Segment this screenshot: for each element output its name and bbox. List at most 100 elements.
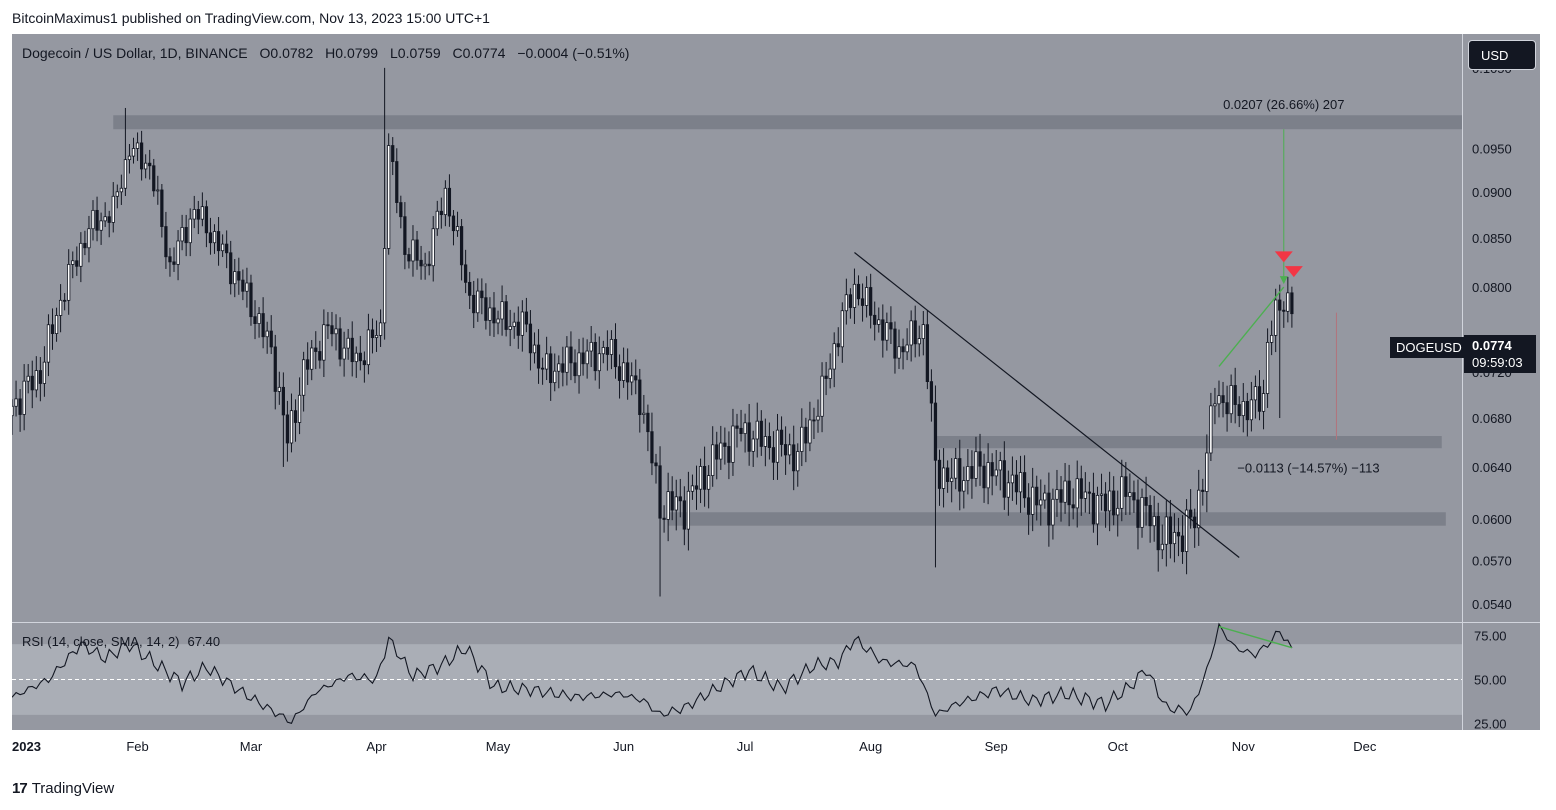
rsi-divergence-line — [1218, 625, 1293, 649]
candle-body — [1120, 476, 1124, 509]
candle-body — [925, 324, 929, 383]
candle-body — [326, 324, 330, 327]
candle-body — [18, 398, 22, 415]
candle-body — [1099, 493, 1104, 496]
price-tick-label: 0.0600 — [1472, 512, 1512, 527]
candle-body — [869, 287, 873, 316]
candle-body — [484, 297, 488, 321]
descending-trendline — [854, 252, 1240, 558]
candle-body — [970, 466, 974, 479]
chart-canvas[interactable]: 0.0207 (26.66%) 207 −0.0113 (−14.57%) −11… — [12, 34, 1540, 766]
candle-body — [314, 347, 318, 352]
candle-body — [1237, 404, 1241, 417]
candle-body — [407, 254, 411, 262]
candle-body — [83, 242, 87, 249]
candle-body — [168, 256, 172, 263]
candle-body — [941, 467, 946, 489]
candle-body — [735, 425, 739, 429]
candle-body — [208, 232, 213, 244]
candle-body — [160, 189, 164, 227]
close-value: 0.0774 — [462, 45, 506, 61]
candle-body — [71, 260, 75, 265]
candle-body — [840, 310, 844, 348]
low-label: L — [389, 45, 398, 61]
candle-body — [322, 324, 326, 361]
candle-body — [885, 322, 889, 341]
candle-body — [998, 460, 1002, 471]
candle-body — [909, 320, 913, 346]
chart-frame[interactable]: 0.0207 (26.66%) 207 −0.0113 (−14.57%) −11… — [12, 34, 1540, 766]
candle-body — [455, 226, 460, 232]
candle-body — [1180, 535, 1185, 552]
candle-body — [123, 159, 128, 189]
candle-body — [1278, 299, 1282, 311]
candle-body — [1176, 531, 1181, 537]
candle-body — [759, 420, 763, 447]
time-tick-label: Nov — [1232, 739, 1256, 754]
price-tick-label: 0.0950 — [1472, 142, 1512, 157]
candle-body — [318, 351, 322, 361]
candle-body — [711, 444, 715, 477]
candle-body — [561, 363, 565, 373]
candle-body — [95, 209, 99, 231]
candle-body — [63, 299, 67, 302]
price-divergence-line — [1218, 286, 1285, 367]
candle-body — [962, 480, 966, 492]
candle-body — [212, 231, 217, 244]
measure-up-arrowhead — [1279, 276, 1288, 285]
candle-body — [135, 142, 140, 149]
candle-body — [739, 427, 743, 434]
candle-body — [354, 352, 358, 363]
candle-body — [642, 412, 646, 415]
candle-body — [1031, 486, 1035, 515]
candle-body — [929, 381, 934, 404]
candle-body — [569, 346, 573, 364]
candle-body — [411, 239, 415, 262]
candle-body — [34, 370, 38, 391]
candle-body — [1128, 492, 1132, 497]
candle-body — [1270, 334, 1274, 343]
rsi-line — [12, 622, 1293, 724]
candle-body — [338, 328, 342, 360]
change-value: −0.0004 (−0.51%) — [517, 45, 630, 61]
candle-body — [1213, 403, 1217, 407]
candle-body — [540, 367, 545, 370]
candle-body — [666, 491, 670, 520]
time-tick-label: 2023 — [12, 739, 41, 754]
candle-body — [500, 301, 504, 320]
last-price: 0.0774 — [1472, 338, 1512, 353]
candle-body — [694, 485, 699, 490]
candle-body — [674, 496, 678, 511]
candle-body — [1233, 385, 1237, 405]
candle-body — [172, 261, 176, 265]
candle-body — [901, 346, 905, 353]
candle-body — [1067, 480, 1071, 506]
candle-body — [626, 362, 630, 383]
candle-body — [1290, 292, 1294, 315]
candle-body — [557, 363, 561, 372]
candle-body — [1229, 385, 1233, 415]
candle-body — [1160, 543, 1164, 551]
candle-body — [164, 226, 168, 258]
last-price-tag: 0.0774 09:59:03 — [1464, 335, 1536, 373]
candle-body — [524, 311, 529, 325]
candle-body — [148, 162, 152, 167]
candle-body — [747, 422, 751, 452]
sell-signal-marker-0 — [1274, 251, 1293, 263]
currency-button[interactable]: USD — [1468, 40, 1536, 70]
open-value: 0.0782 — [270, 45, 314, 61]
candle-body — [403, 216, 407, 255]
candle-body — [589, 341, 593, 352]
candle-body — [864, 287, 869, 306]
candle-body — [50, 324, 55, 334]
candle-body — [1124, 476, 1128, 497]
candle-body — [1002, 460, 1006, 498]
candle-body — [783, 444, 788, 456]
tradingview-footer[interactable]: 17 TradingView — [12, 780, 114, 797]
candle-body — [921, 324, 925, 339]
candle-body — [1217, 395, 1221, 405]
candle-body — [1063, 480, 1067, 503]
candle-body — [1014, 474, 1019, 493]
candle-body — [302, 359, 306, 396]
candle-body — [1197, 489, 1201, 529]
